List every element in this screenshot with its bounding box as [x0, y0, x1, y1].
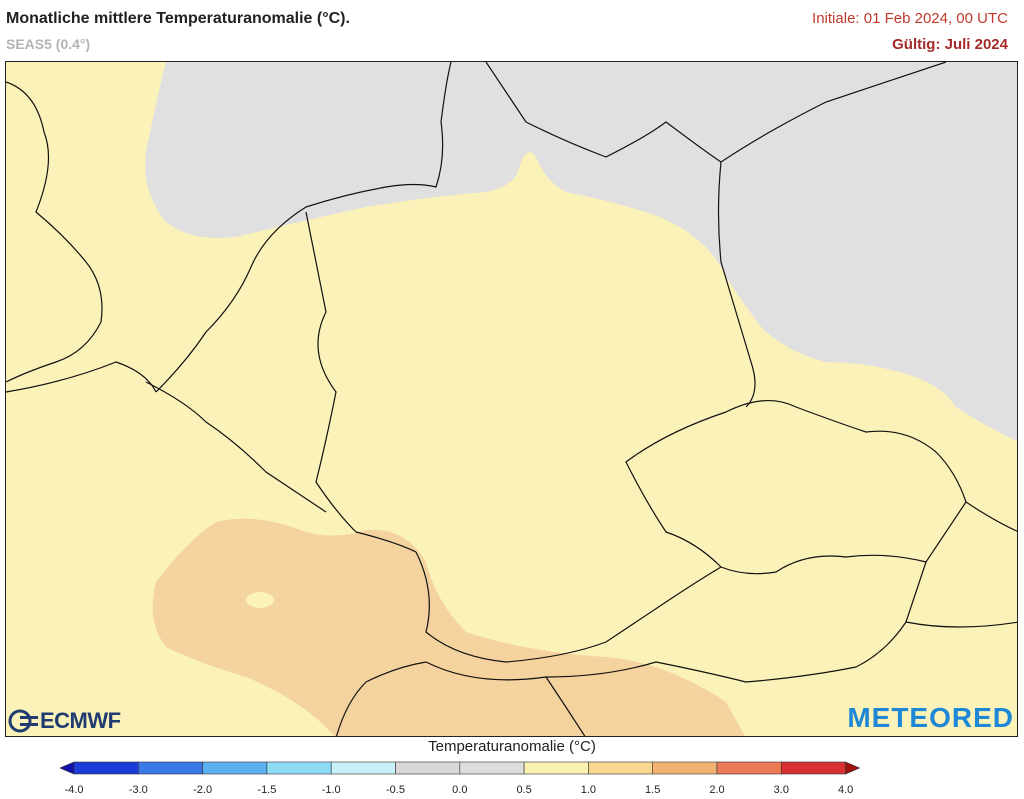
valid-period: Gültig: Juli 2024 [892, 36, 1008, 53]
colorbar-tick-label: -1.0 [321, 784, 341, 796]
anomaly-map [5, 61, 1018, 737]
colorbar-segment [780, 761, 846, 775]
colorbar-segment [588, 761, 654, 775]
colorbar-tick-label: 1.0 [580, 784, 597, 796]
colorbar-low-arrow [60, 761, 75, 775]
colorbar-segment [716, 761, 782, 775]
init-time: Initiale: 01 Feb 2024, 00 UTC [812, 10, 1008, 27]
colorbar-tick-label: 4.0 [837, 784, 854, 796]
map-canvas [6, 62, 1017, 736]
anomaly-spot [246, 592, 274, 608]
colorbar-segment [459, 761, 525, 775]
colorbar-segment [202, 761, 268, 775]
colorbar-tick-label: -1.5 [257, 784, 277, 796]
ecmwf-logo: ECMWF [8, 708, 121, 734]
colorbar-segment [266, 761, 332, 775]
map-title: Monatliche mittlere Temperaturanomalie (… [6, 10, 350, 27]
colorbar-title: Temperaturanomalie (°C) [428, 738, 596, 755]
anomaly-region-neutral [145, 62, 1017, 442]
anomaly-region-1-0-1-5 [152, 518, 745, 736]
model-subtitle: SEAS5 (0.4°) [6, 36, 91, 52]
colorbar-high-arrow [845, 761, 861, 775]
meteored-logo: METEORED [847, 702, 1014, 733]
colorbar-tick-label: -0.5 [386, 784, 405, 796]
colorbar-tick-label: 3.0 [773, 784, 789, 796]
colorbar-segment [652, 761, 718, 775]
colorbar-segment [73, 761, 139, 775]
ecmwf-logo-text: ECMWF [40, 708, 121, 733]
colorbar-tick-label: 1.5 [645, 784, 661, 796]
colorbar-tick-label: -2.0 [193, 784, 213, 796]
borders [6, 62, 1017, 736]
colorbar-tick-label: -3.0 [128, 784, 148, 796]
colorbar-segment [395, 761, 461, 775]
colorbar-tick-label: 2.0 [709, 784, 725, 796]
colorbar-segment [330, 761, 396, 775]
colorbar [60, 761, 861, 775]
colorbar-segment [523, 761, 589, 775]
colorbar-segment [138, 761, 203, 775]
colorbar-tick-label: 0.0 [452, 784, 468, 796]
ecmwf-emblem-icon [8, 709, 38, 733]
colorbar-tick-label: 0.5 [516, 784, 532, 796]
colorbar-tick-label: -4.0 [64, 784, 84, 796]
